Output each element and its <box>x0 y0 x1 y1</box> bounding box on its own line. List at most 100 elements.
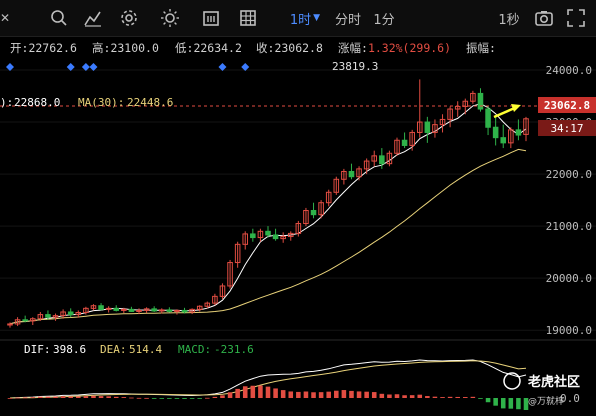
moving-average-layer <box>9 103 527 325</box>
grid-layer <box>0 69 596 331</box>
macd-histogram-bar <box>341 390 347 398</box>
low-value: 22634.2 <box>193 41 242 55</box>
last-price-tag <box>538 97 596 113</box>
macd-histogram-bar <box>280 390 286 398</box>
macd-histogram-bar <box>212 396 218 398</box>
macd-histogram-bar <box>22 397 28 399</box>
macd-histogram-bar <box>60 396 66 398</box>
gear-icon[interactable] <box>114 4 144 32</box>
candle-body <box>356 168 362 178</box>
candle-body <box>105 307 112 310</box>
candle-body <box>386 152 393 165</box>
open-quote: 开:22762.6 <box>10 40 77 56</box>
ma-long-value: 22448.6 <box>127 96 173 109</box>
macd-histogram-bar <box>7 398 13 399</box>
grid-icon[interactable] <box>233 4 263 32</box>
candle-body <box>151 308 157 312</box>
candle-layer <box>7 79 529 328</box>
high-value: 23100.0 <box>110 41 159 55</box>
diamond-marker-icon <box>66 63 75 71</box>
macd-label: MACD: <box>178 343 211 356</box>
macd-histogram-bar <box>311 392 316 398</box>
macd-histogram-bar <box>478 398 483 399</box>
open-value: 22762.6 <box>28 41 77 55</box>
high-label: 高: <box>92 41 111 55</box>
candle-body <box>287 232 294 238</box>
macd-histogram-bar <box>463 397 468 398</box>
candlestick-chart[interactable]: 19000.020000.021000.022000.023000.024000… <box>0 57 596 416</box>
dea-label: DEA: <box>100 343 127 356</box>
macd-histogram-bar <box>113 396 119 398</box>
calendar-icon[interactable] <box>196 4 226 32</box>
candle-body <box>257 230 264 239</box>
y-tick-label: 21000.0 <box>546 220 592 233</box>
macd-histogram-bar <box>242 386 248 398</box>
macd-histogram-bar <box>334 390 339 398</box>
macd-histogram-bar <box>364 391 369 398</box>
macd-histogram-bar <box>273 388 278 398</box>
trend-arrow-icon <box>493 104 521 119</box>
diamond-marker-icon <box>81 63 90 71</box>
quote-info-bar: 开:22762.6 高:23100.0 低:22634.2 收:23062.8 … <box>0 37 596 57</box>
search-icon[interactable] <box>44 4 74 32</box>
macd-panel <box>7 359 529 410</box>
period-option-label: 1分 <box>373 12 395 28</box>
candle-body <box>500 137 507 144</box>
candle-body <box>424 121 431 133</box>
macd-axis-value: 0.0 <box>560 392 580 405</box>
period-option-timeshare[interactable]: 分时 <box>330 4 366 32</box>
macd-histogram-bar <box>53 396 58 398</box>
camera-icon[interactable] <box>530 4 558 32</box>
macd-histogram-bar <box>250 385 256 398</box>
candle-body <box>508 129 514 144</box>
macd-histogram-bar <box>508 398 514 409</box>
macd-histogram-bar <box>45 396 51 398</box>
candle-body <box>333 178 340 193</box>
candle-body <box>60 311 66 317</box>
candle-body <box>113 307 120 311</box>
candle-body <box>67 311 74 316</box>
candle-body <box>166 309 173 312</box>
macd-histogram-bar <box>15 397 20 399</box>
last-price-value: 23062.8 <box>544 99 590 112</box>
macd-histogram-bar <box>68 396 73 398</box>
candle-body <box>318 202 324 216</box>
candle-body <box>90 305 97 309</box>
candle-body <box>310 210 317 216</box>
candle-body <box>14 319 21 325</box>
candle-body <box>204 302 211 307</box>
line-chart-icon[interactable] <box>78 4 108 32</box>
candle-body <box>401 139 408 146</box>
candle-body <box>158 309 165 312</box>
amplitude-label: 振幅: <box>466 41 496 55</box>
candle-body <box>439 118 446 126</box>
fullscreen-icon[interactable] <box>562 4 590 32</box>
candle-body <box>295 223 302 234</box>
macd-histogram-bar <box>227 392 233 398</box>
amplitude-quote: 振幅: <box>466 40 496 56</box>
macd-histogram-bar <box>167 398 172 399</box>
macd-histogram-bar <box>349 390 354 398</box>
macd-histogram-bar <box>470 396 476 398</box>
period-selector[interactable]: 1时 ▼ <box>285 4 325 32</box>
macd-histogram-bar <box>326 391 331 398</box>
countdown-tag <box>538 120 596 136</box>
y-tick-label: 20000.0 <box>546 272 592 285</box>
refresh-interval[interactable]: 1秒 <box>494 4 524 32</box>
period-option-1min[interactable]: 1分 <box>370 4 398 32</box>
period-option-label: 分时 <box>334 12 361 28</box>
candle-body <box>348 170 355 178</box>
candle-body <box>174 309 180 312</box>
refresh-interval-label: 1秒 <box>498 12 520 28</box>
back-icon[interactable]: ✕ <box>0 11 11 25</box>
watermark-sub: @万就梓 <box>528 395 564 407</box>
candle-body <box>83 307 89 314</box>
candle-body <box>371 155 378 162</box>
candle-body <box>212 295 218 304</box>
dif-label: DIF: <box>24 343 51 356</box>
watermark-text: 老虎社区 <box>527 374 580 390</box>
watermark: 老虎社区 @万就梓 <box>503 372 580 407</box>
macd-histogram-bar <box>523 398 529 410</box>
brightness-icon[interactable] <box>155 4 185 32</box>
candle-body <box>234 243 241 264</box>
